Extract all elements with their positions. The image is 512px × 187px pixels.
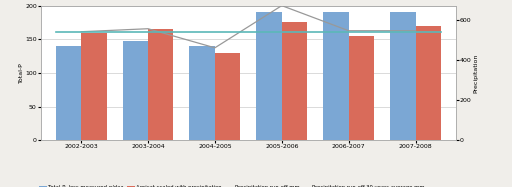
Bar xyxy=(215,53,240,140)
Bar xyxy=(257,12,282,140)
Legend: Total-P  loss measured g/daa, Agricat scaled with precipitation, Precipitation r: Total-P loss measured g/daa, Agricat sca… xyxy=(36,183,427,187)
Precipitation run-off mm xyxy=(212,47,218,49)
Precipitation run-off mm xyxy=(413,30,419,32)
Bar xyxy=(148,29,174,140)
Precipitation run-off mm xyxy=(78,31,84,33)
Y-axis label: Total-P: Total-P xyxy=(18,63,24,83)
Y-axis label: Precipitation: Precipitation xyxy=(473,53,478,93)
Line: Precipitation run-off mm: Precipitation run-off mm xyxy=(81,6,416,48)
Precipitation run-off mm xyxy=(346,30,352,32)
Bar xyxy=(323,12,349,140)
Bar xyxy=(81,33,106,140)
Bar xyxy=(416,26,441,140)
Bar xyxy=(390,12,416,140)
Bar xyxy=(122,41,148,140)
Precipitation run-off mm xyxy=(279,4,285,7)
Precipitation run-off mm xyxy=(145,28,151,30)
Bar xyxy=(56,46,81,140)
Bar xyxy=(189,46,215,140)
Bar xyxy=(349,36,374,140)
Bar xyxy=(282,22,307,140)
